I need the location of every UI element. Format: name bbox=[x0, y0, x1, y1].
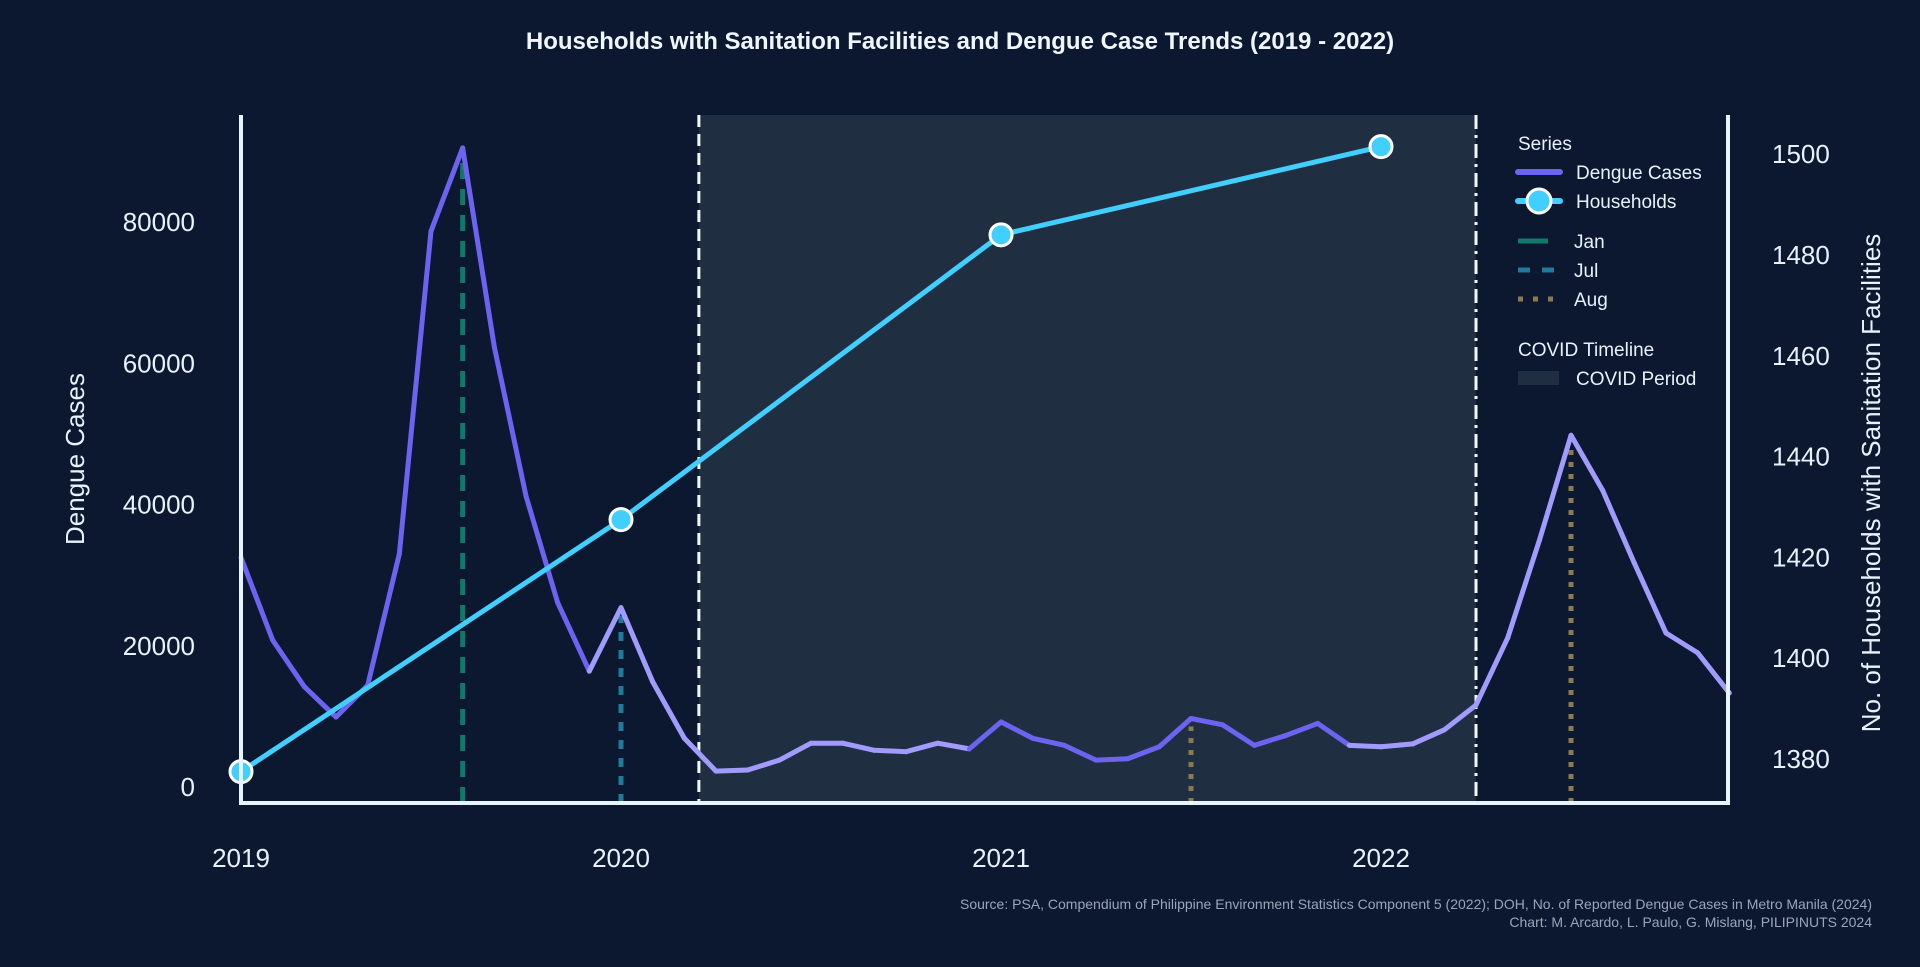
x-tick-label: 2021 bbox=[972, 843, 1030, 873]
right-tick-label: 1400 bbox=[1772, 643, 1830, 673]
legend-dengue-label: Dengue Cases bbox=[1576, 163, 1702, 184]
dengue-line-segment bbox=[776, 740, 814, 763]
legend-households-marker bbox=[1525, 187, 1553, 215]
legend-covid-swatch bbox=[1518, 371, 1559, 385]
dengue-line-segment bbox=[1061, 742, 1099, 763]
dengue-line-segment bbox=[966, 719, 1004, 752]
dengue-line-segment bbox=[491, 344, 529, 499]
covid-period-band bbox=[698, 115, 1477, 803]
left-tick-label: 40000 bbox=[123, 490, 195, 520]
dengue-line-segment bbox=[1030, 735, 1067, 748]
dengue-line-segment bbox=[650, 679, 687, 741]
dengue-line-segment bbox=[840, 740, 877, 753]
legend-households-label: Households bbox=[1576, 192, 1676, 213]
dengue-line-segment bbox=[1093, 756, 1131, 763]
chart-title: Households with Sanitation Facilities an… bbox=[525, 28, 1395, 55]
legend-timeline-title: COVID Timeline bbox=[1518, 340, 1654, 361]
dengue-line-segment bbox=[1251, 732, 1289, 748]
right-tick-label: 1440 bbox=[1772, 442, 1830, 472]
legend-covid-label: COVID Period bbox=[1576, 369, 1696, 390]
dengue-line-segment bbox=[935, 740, 972, 752]
dengue-line-segment bbox=[1631, 560, 1669, 636]
dengue-line-segment bbox=[618, 605, 656, 685]
x-tick-label: 2022 bbox=[1352, 843, 1410, 873]
dengue-line-segment bbox=[1473, 635, 1511, 708]
dengue-line-segment bbox=[1156, 715, 1194, 750]
dengue-line-segment bbox=[1315, 720, 1352, 748]
dengue-line-segment bbox=[270, 637, 307, 690]
left-tick-label: 0 bbox=[181, 772, 195, 802]
households-line bbox=[239, 144, 1382, 774]
x-tick-label: 2019 bbox=[212, 843, 270, 873]
legend-aug-label: Aug bbox=[1574, 290, 1608, 311]
dengue-line-segment bbox=[238, 554, 276, 643]
legend-jan-label: Jan bbox=[1574, 232, 1605, 253]
dengue-line-segment bbox=[681, 735, 719, 774]
x-tick-label: 2020 bbox=[592, 843, 650, 873]
dengue-line-segment bbox=[460, 145, 497, 350]
left-tick-label: 20000 bbox=[123, 631, 195, 661]
dengue-line-segment bbox=[1663, 630, 1701, 656]
source-note: Source: PSA, Compendium of Philippine En… bbox=[959, 896, 1872, 912]
legend-series-title: Series bbox=[1518, 134, 1572, 155]
dengue-line-segment bbox=[1378, 741, 1416, 750]
dengue-line-segment bbox=[903, 740, 941, 755]
dengue-line-segment bbox=[365, 551, 402, 688]
legend-jul-label: Jul bbox=[1574, 261, 1598, 282]
dengue-line-segment bbox=[1410, 727, 1447, 747]
dengue-line-segment bbox=[713, 767, 751, 774]
dengue-line-segment bbox=[745, 757, 782, 773]
households-point bbox=[988, 222, 1014, 248]
dengue-line-segment bbox=[1188, 715, 1226, 728]
households-point bbox=[608, 507, 634, 533]
right-tick-label: 1460 bbox=[1772, 341, 1830, 371]
left-axis-title: Dengue Cases bbox=[60, 373, 90, 545]
right-tick-label: 1480 bbox=[1772, 240, 1830, 270]
dengue-line-segment bbox=[1125, 744, 1162, 762]
dengue-line-segment bbox=[871, 747, 909, 755]
dengue-line-segment bbox=[1220, 722, 1257, 748]
dengue-line-segment bbox=[1568, 432, 1606, 493]
dengue-line-segment bbox=[1505, 538, 1542, 641]
credit-note: Chart: M. Arcardo, L. Paulo, G. Mislang,… bbox=[1509, 914, 1872, 930]
dengue-line-segment bbox=[428, 145, 466, 234]
left-tick-label: 60000 bbox=[123, 348, 195, 378]
dengue-line-segment bbox=[1283, 720, 1321, 738]
households-point bbox=[1368, 134, 1394, 160]
dengue-line-segment bbox=[1441, 702, 1479, 733]
dengue-line-segment bbox=[1600, 487, 1637, 566]
right-axis-title: No. of Households with Sanitation Facili… bbox=[1856, 234, 1886, 733]
dengue-line-segment bbox=[1695, 650, 1732, 696]
left-tick-label: 80000 bbox=[123, 207, 195, 237]
right-tick-label: 1380 bbox=[1772, 744, 1830, 774]
dengue-line-segment bbox=[998, 719, 1036, 741]
dengue-line-segment bbox=[523, 493, 561, 606]
dengue-line-segment bbox=[586, 605, 624, 674]
dengue-line-segment bbox=[555, 600, 592, 674]
dengue-line-segment bbox=[396, 228, 434, 557]
dengue-line-segment bbox=[1536, 432, 1574, 544]
dengue-line-segment bbox=[1346, 742, 1384, 750]
right-tick-label: 1500 bbox=[1772, 139, 1830, 169]
right-tick-label: 1420 bbox=[1772, 542, 1830, 572]
